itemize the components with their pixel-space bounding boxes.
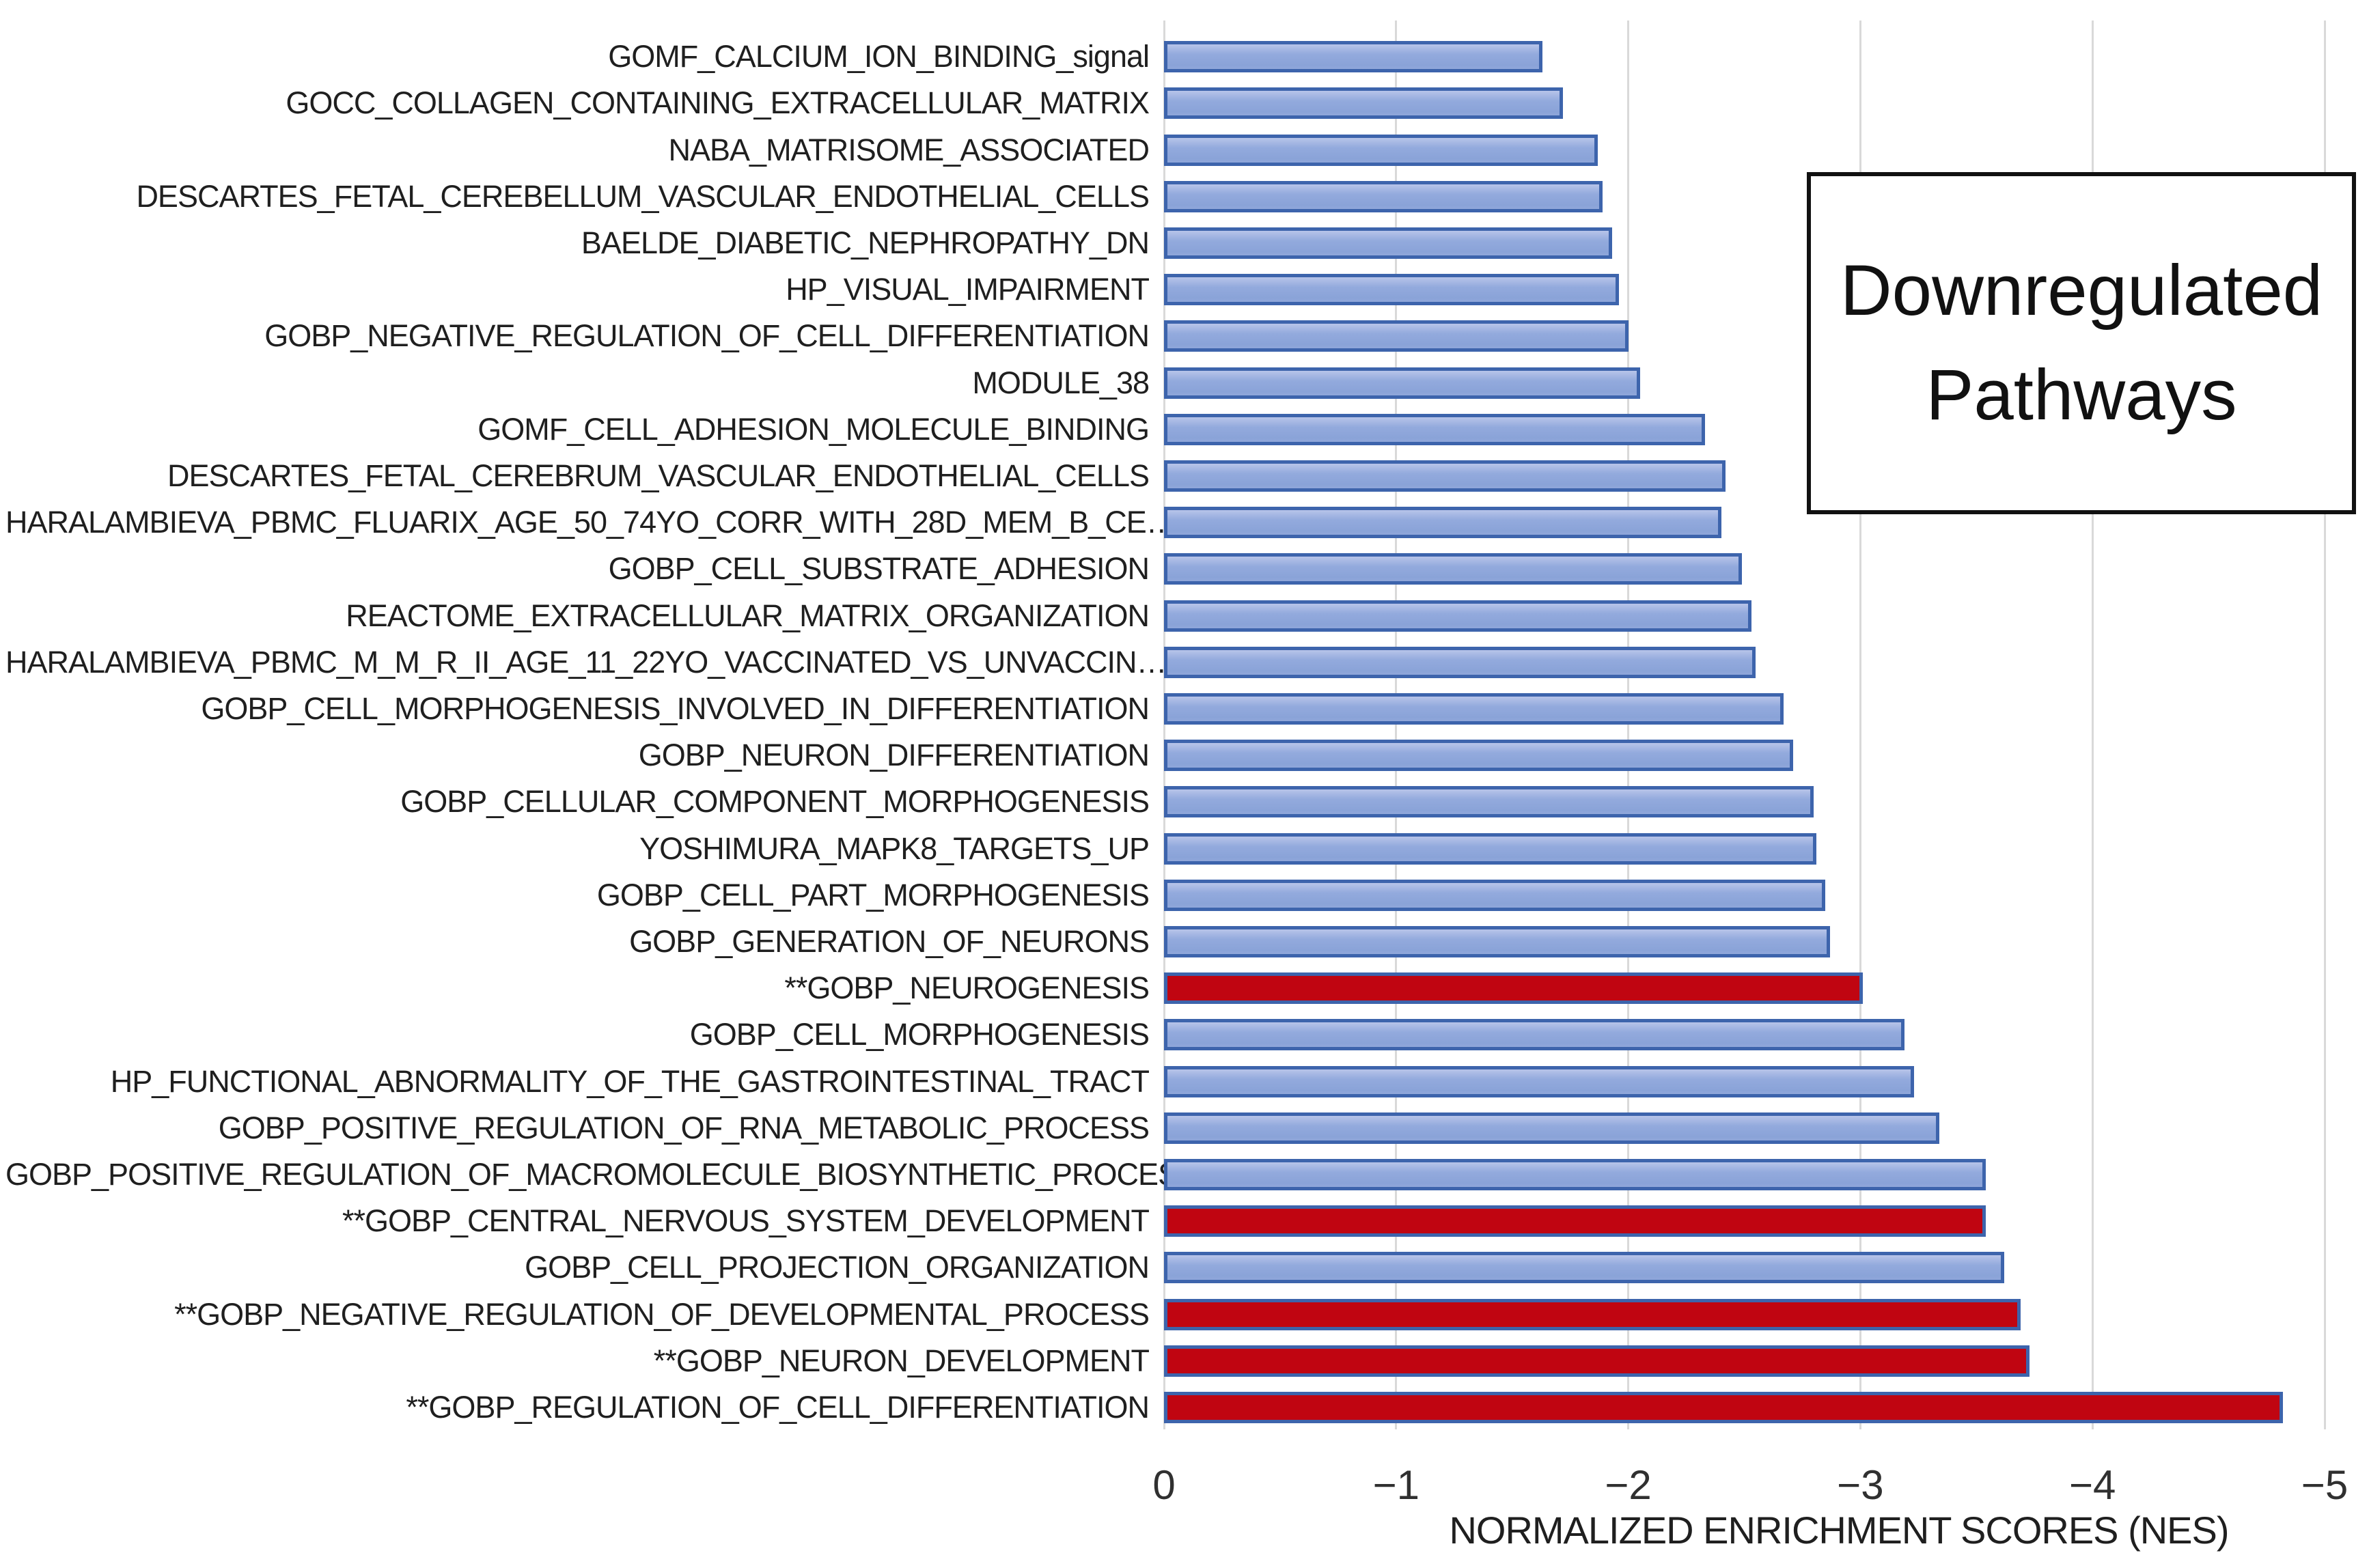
category-label: GOBP_CELL_MORPHOGENESIS_INVOLVED_IN_DIFF… [201,690,1150,726]
bar-blue-10 [1164,460,1726,492]
category-label: GOCC_COLLAGEN_CONTAINING_EXTRACELLULAR_M… [286,85,1150,121]
category-label: DESCARTES_FETAL_CEREBRUM_VASCULAR_ENDOTH… [167,458,1150,493]
bar-blue-1 [1164,41,1542,73]
bar-blue-13 [1164,600,1751,632]
x-tick-label: −5 [2301,1462,2349,1508]
category-label: HP_VISUAL_IMPAIRMENT [786,272,1150,307]
bar-blue-5 [1164,227,1612,259]
annotation-label: Downregulated Pathways [1840,251,2323,435]
bar-blue-20 [1164,925,1831,957]
category-label: **GOBP_NEGATIVE_REGULATION_OF_DEVELOPMEN… [174,1296,1150,1332]
bar-red-29 [1164,1345,2030,1377]
bar-blue-22 [1164,1019,1904,1051]
gridline-−3 [1859,20,1861,1429]
category-label: GOMF_CALCIUM_ION_BINDING_signal [608,39,1150,74]
bar-blue-2 [1164,87,1564,120]
bar-blue-7 [1164,320,1629,352]
bar-blue-24 [1164,1112,1939,1144]
bar-blue-4 [1164,180,1603,212]
category-label: **GOBP_NEURON_DEVELOPMENT [653,1343,1150,1378]
category-label: **GOBP_NEUROGENESIS [784,970,1150,1006]
category-label: NABA_MATRISOME_ASSOCIATED [668,132,1150,167]
bar-blue-14 [1164,646,1756,678]
category-label: YOSHIMURA_MAPK8_TARGETS_UP [639,830,1150,866]
x-tick-label: 0 [1152,1462,1176,1508]
gridline-−4 [2091,20,2094,1429]
x-tick-label: −3 [1837,1462,1884,1508]
category-label: GOBP_GENERATION_OF_NEURONS [629,923,1150,959]
category-label: REACTOME_EXTRACELLULAR_MATRIX_ORGANIZATI… [346,598,1150,633]
bar-blue-9 [1164,413,1705,445]
gridline-−5 [2323,20,2326,1429]
category-label: **GOBP_CENTRAL_NERVOUS_SYSTEM_DEVELOPMEN… [342,1203,1150,1239]
category-label: DESCARTES_FETAL_CEREBELLUM_VASCULAR_ENDO… [136,178,1150,214]
bar-blue-23 [1164,1065,1914,1097]
bar-blue-12 [1164,553,1743,585]
category-label: GOBP_NEGATIVE_REGULATION_OF_CELL_DIFFERE… [264,318,1150,354]
category-label: HP_FUNCTIONAL_ABNORMALITY_OF_THE_GASTROI… [110,1063,1150,1099]
category-label: GOMF_CELL_ADHESION_MOLECULE_BINDING [477,411,1150,447]
category-label: GOBP_POSITIVE_REGULATION_OF_MACROMOLECUL… [5,1156,1198,1192]
x-axis-title: NORMALIZED ENRICHMENT SCORES (NES) [1449,1509,2229,1552]
category-label: BAELDE_DIABETIC_NEPHROPATHY_DN [581,225,1150,260]
category-label: GOBP_CELL_MORPHOGENESIS [689,1017,1150,1052]
category-label: GOBP_CELL_SUBSTRATE_ADHESION [608,551,1150,587]
bar-blue-27 [1164,1252,2005,1284]
annotation-box: Downregulated Pathways [1807,172,2356,514]
bar-red-21 [1164,972,1863,1005]
gridline-0 [1163,20,1165,1429]
category-label: HARALAMBIEVA_PBMC_FLUARIX_AGE_50_74YO_CO… [5,505,1177,540]
x-tick-label: −1 [1372,1462,1420,1508]
bar-blue-6 [1164,274,1619,306]
x-tick-label: −4 [2068,1462,2116,1508]
bar-red-30 [1164,1391,2283,1423]
category-label: **GOBP_REGULATION_OF_CELL_DIFFERENTIATIO… [406,1389,1150,1425]
bar-blue-19 [1164,879,1826,911]
x-tick-label: −2 [1605,1462,1652,1508]
category-label: GOBP_NEURON_DIFFERENTIATION [638,738,1150,773]
bar-blue-16 [1164,740,1793,772]
category-label: GOBP_CELL_PROJECTION_ORGANIZATION [525,1250,1150,1285]
gridline-−2 [1627,20,1630,1429]
bar-blue-3 [1164,134,1598,166]
category-label: HARALAMBIEVA_PBMC_M_M_R_II_AGE_11_22YO_V… [5,644,1167,680]
bar-blue-25 [1164,1158,1986,1190]
bar-blue-8 [1164,367,1640,399]
category-label: GOBP_CELL_PART_MORPHOGENESIS [596,877,1150,912]
bar-blue-11 [1164,507,1721,539]
category-label: GOBP_POSITIVE_REGULATION_OF_RNA_METABOLI… [218,1110,1150,1145]
category-label: GOBP_CELLULAR_COMPONENT_MORPHOGENESIS [400,784,1150,820]
category-label: MODULE_38 [972,365,1150,400]
bar-blue-15 [1164,692,1784,725]
bar-blue-18 [1164,832,1816,865]
bar-red-26 [1164,1205,1986,1237]
bar-red-28 [1164,1298,2021,1330]
gridline-−1 [1395,20,1398,1429]
bar-blue-17 [1164,786,1814,818]
